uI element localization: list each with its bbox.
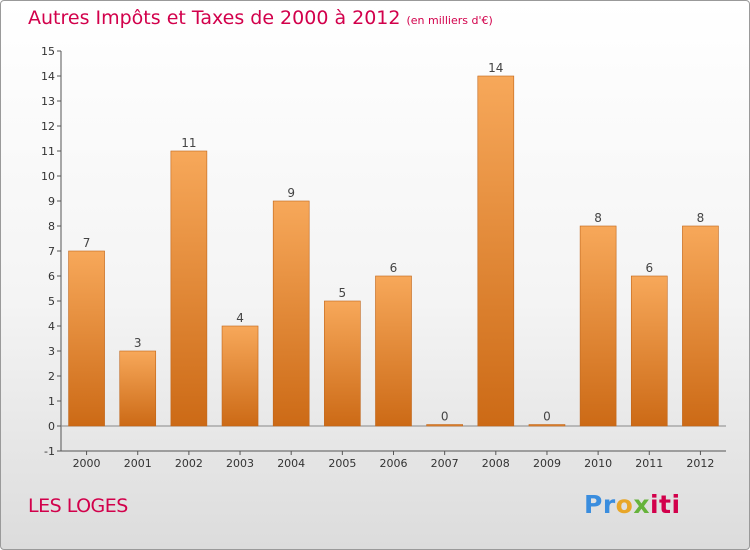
chart-unit: (en milliers d'€): [406, 14, 493, 27]
y-tick-label: 5: [48, 295, 55, 308]
x-tick-label: 2007: [431, 457, 459, 470]
bar-2012[interactable]: [682, 225, 719, 427]
value-label: 6: [645, 261, 653, 275]
x-tick-label: 2000: [73, 457, 101, 470]
y-tick-label: 9: [48, 195, 55, 208]
x-tick-label: 2010: [584, 457, 612, 470]
value-label: 6: [390, 261, 398, 275]
value-label: 14: [488, 61, 503, 75]
value-label: 4: [236, 311, 244, 325]
logo-part-1: Pr: [584, 490, 616, 519]
value-label: 0: [441, 410, 449, 424]
value-label: 7: [83, 236, 91, 250]
value-label: 0: [543, 410, 551, 424]
bar-2006[interactable]: [375, 275, 412, 427]
location-label: LES LOGES: [28, 495, 128, 517]
y-tick-label: 8: [48, 220, 55, 233]
x-tick-label: 2004: [277, 457, 305, 470]
x-tick-label: 2002: [175, 457, 203, 470]
y-tick-label: 3: [48, 345, 55, 358]
y-tick-label: 13: [41, 95, 55, 108]
bar-2007[interactable]: [426, 424, 463, 427]
proxiti-logo[interactable]: Proxiti: [584, 490, 681, 519]
x-tick-label: 2005: [328, 457, 356, 470]
y-tick-label: 14: [41, 70, 55, 83]
x-tick-label: 2008: [482, 457, 510, 470]
y-tick-label: 2: [48, 370, 55, 383]
y-tick-label: 4: [48, 320, 55, 333]
chart-title-text: Autres Impôts et Taxes de 2000 à 2012: [28, 7, 401, 29]
bar-2000[interactable]: [68, 250, 105, 427]
y-tick-label: 1: [48, 395, 55, 408]
x-tick-label: 2011: [635, 457, 663, 470]
y-tick-label: 7: [48, 245, 55, 258]
x-tick-label: 2001: [124, 457, 152, 470]
bar-2003[interactable]: [221, 325, 259, 427]
bar-2011[interactable]: [630, 275, 668, 427]
y-tick-label: 11: [41, 145, 55, 158]
x-tick-label: 2009: [533, 457, 561, 470]
logo-part-3: x: [633, 490, 650, 519]
bar-2008[interactable]: [477, 75, 515, 427]
y-tick-label: 6: [48, 270, 55, 283]
value-label: 5: [339, 286, 347, 300]
bar-2004[interactable]: [272, 200, 310, 427]
y-tick-label: 15: [41, 45, 55, 58]
bar-2005[interactable]: [324, 300, 361, 427]
bar-2010[interactable]: [579, 225, 617, 427]
x-tick-label: 2003: [226, 457, 254, 470]
bar-2001[interactable]: [119, 350, 157, 427]
value-label: 11: [181, 136, 196, 150]
chart-title: Autres Impôts et Taxes de 2000 à 2012 (en…: [28, 7, 493, 29]
bar-2002[interactable]: [170, 150, 208, 427]
value-label: 8: [697, 211, 705, 225]
logo-part-4: iti: [649, 490, 681, 519]
x-tick-label: 2012: [686, 457, 714, 470]
y-tick-label: 0: [48, 420, 55, 433]
value-label: 3: [134, 336, 142, 350]
value-label: 8: [594, 211, 602, 225]
y-tick-label: 12: [41, 120, 55, 133]
y-tick-label: 10: [41, 170, 55, 183]
logo-part-2: o: [615, 490, 634, 519]
x-tick-label: 2006: [380, 457, 408, 470]
bar-2009[interactable]: [528, 424, 566, 427]
y-tick-label: -1: [44, 445, 55, 458]
value-label: 9: [287, 186, 295, 200]
